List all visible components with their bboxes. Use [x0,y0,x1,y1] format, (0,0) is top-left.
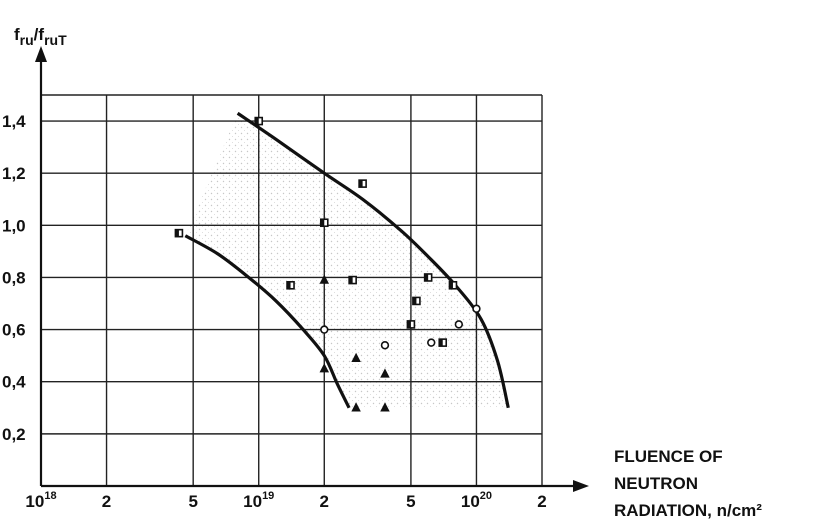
data-point-triangle [380,368,390,378]
square-half-fill [359,180,363,188]
data-point-square [448,280,458,290]
y-axis-title: fru/fruT [14,25,67,48]
data-point-square [254,116,264,126]
square-half-fill [407,320,411,328]
x-axis-title-line-3: RADIATION, n/cm² [614,501,762,520]
upper-boundary-curve [236,111,510,409]
data-point-square [358,179,367,188]
data-point-square [423,273,433,282]
y-axis-title-sub2: ruT [44,32,67,48]
data-point-circle [454,320,464,329]
y-axis-title-slash: /f [34,25,45,44]
square-half-fill [175,229,179,237]
square-half-fill [255,117,259,125]
square-half-fill [412,297,417,305]
x-tick-label: 1018 [25,490,56,511]
y-tick-label: 0,2 [2,425,26,444]
data-point-circle [427,338,436,347]
stipple-region [185,113,509,408]
data-point-square [406,320,416,329]
y-tick-label: 0,4 [2,373,26,392]
data-point-triangle [380,402,390,412]
data-point-triangle [351,402,361,412]
grid [41,94,543,486]
data-point-square [348,275,357,285]
data-point-square [174,228,184,238]
x-axis-arrow [573,480,589,492]
y-axis-arrow [35,46,47,62]
y-tick-label: 0,8 [2,268,26,287]
square-half-fill [424,273,429,281]
data-point-triangle [351,352,361,362]
y-tick-label: 1,4 [2,112,26,131]
y-tick-label: 1,0 [2,216,26,235]
data-point-circle [320,325,329,334]
axis-titles: fru/fruT FLUENCE OF NEUTRON RADIATION, n… [14,25,762,520]
square-half-fill [449,281,453,289]
square-half-fill [320,219,325,227]
x-tick-label: 2 [537,492,546,511]
data-point-circle [472,304,481,313]
x-tick-label: 1020 [461,490,492,511]
curves [184,111,510,409]
shaded-band [185,113,509,408]
data-points [174,116,481,412]
data-point-square [412,296,421,306]
data-point-square [438,338,448,347]
lower-boundary-curve [184,234,351,409]
x-tick-label: 1019 [243,490,274,511]
x-axis-title-line-1: FLUENCE OF [614,447,723,466]
y-tick-label: 0,6 [2,321,26,340]
data-point-triangle [319,363,330,373]
tick-labels: 0,2 0,4 0,6 0,8 1,0 1,2 1,4 1018 2 5 1019 2 5 1020 2 [2,112,547,511]
axes [35,46,589,492]
x-tick-label: 2 [320,492,329,511]
x-axis-title-line-2: NEUTRON [614,474,698,493]
x-tick-label: 5 [188,492,197,511]
data-point-square [286,280,295,290]
data-point-square [319,218,329,228]
data-point-triangle [319,274,330,284]
x-tick-label: 2 [102,492,111,511]
square-half-fill [349,276,353,284]
y-axis-title-sub1: ru [20,32,34,48]
data-point-circle [380,341,390,350]
square-half-fill [439,339,443,347]
y-tick-label: 1,2 [2,164,26,183]
square-half-fill [287,281,291,289]
y-axis-title-main: f [14,25,20,44]
x-tick-label: 5 [406,492,415,511]
